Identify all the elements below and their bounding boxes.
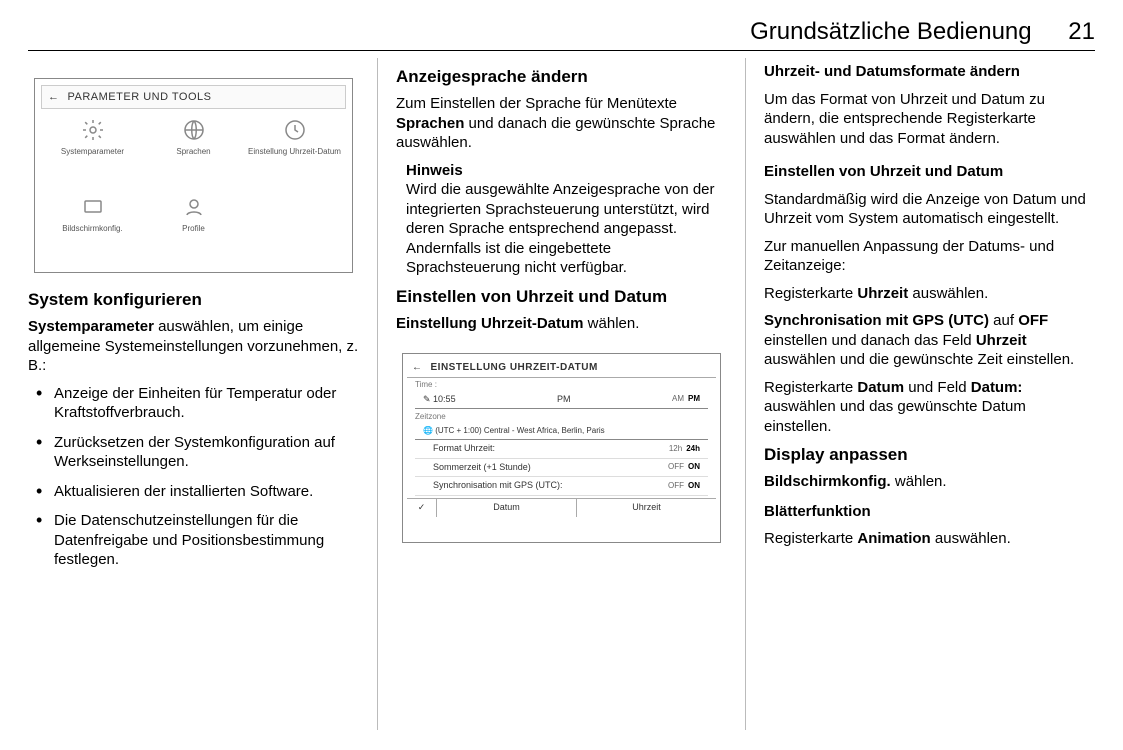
column-separator — [377, 58, 378, 730]
grid-label: Systemparameter — [45, 147, 140, 157]
grid-item-uhrzeit: Einstellung Uhrzeit-Datum — [247, 117, 342, 188]
list-item: Aktualisieren der installierten Software… — [36, 482, 359, 502]
list-item: Anzeige der Einheiten für Temperatur ode… — [36, 384, 359, 423]
note-block: Hinweis Wird die ausgewählte Anzeigespra… — [396, 161, 727, 278]
grid-label: Bildschirmkonfig. — [45, 224, 140, 234]
language-icon — [146, 117, 241, 143]
paragraph: Standardmäßig wird die Anzeige von Datum… — [764, 190, 1095, 229]
column-2: Anzeigesprache ändern Zum Einstellen der… — [396, 58, 727, 730]
display-icon — [45, 194, 140, 220]
grid-label: Einstellung Uhrzeit-Datum — [247, 147, 342, 157]
pencil-icon: ✎ 10:55 — [423, 394, 456, 406]
paragraph: Bildschirmkonfig. wählen. — [764, 472, 1095, 492]
time-section: Time : ✎ 10:55 PM AMPM Zeitzone 🌐 (UTC +… — [407, 378, 716, 496]
screenshot-title: EINSTELLUNG UHRZEIT-DATUM — [431, 361, 598, 374]
profile-icon — [146, 194, 241, 220]
bold-text: Systemparameter — [28, 318, 154, 335]
list-item: Die Datenschutzeinstellungen für die Dat… — [36, 511, 359, 570]
screenshot-grid: Systemparameter Sprachen Einstellung Uhr… — [41, 109, 346, 264]
paragraph: Zur manuellen Anpassung der Datums- und … — [764, 237, 1095, 276]
paragraph: Um das Format von Uhrzeit und Datum zu ä… — [764, 90, 1095, 149]
page-header: Grundsätzliche Bedienung 21 — [750, 18, 1095, 46]
column-separator — [745, 58, 746, 730]
note-text: Wird die ausgewählte Anzeigesprache von … — [406, 181, 715, 276]
paragraph: Synchronisation mit GPS (UTC) auf OFF ei… — [764, 311, 1095, 370]
section-title: Grundsätzliche Bedienung — [750, 18, 1032, 45]
paragraph: Zum Einstellen der Sprache für Menütexte… — [396, 94, 727, 153]
screenshot-parameter-tools: ← PARAMETER UND TOOLS Systemparameter Sp… — [34, 78, 353, 273]
subheading: Uhrzeit- und Datumsformate ändern — [764, 62, 1095, 82]
time-label: Time : — [415, 380, 708, 390]
screenshot-title: PARAMETER UND TOOLS — [68, 90, 212, 104]
bullet-list: Anzeige der Einheiten für Temperatur ode… — [28, 384, 359, 570]
grid-item-sprachen: Sprachen — [146, 117, 241, 188]
grid-item-systemparameter: Systemparameter — [45, 117, 140, 188]
row-format: Format Uhrzeit: 12h24h — [415, 440, 708, 459]
row-sync: Synchronisation mit GPS (UTC): OFFON — [415, 477, 708, 496]
bottom-tabs: ✓ Datum Uhrzeit — [407, 498, 716, 517]
gear-icon — [45, 117, 140, 143]
tab-datum: Datum — [437, 499, 577, 517]
page-number: 21 — [1068, 18, 1095, 45]
column-3: Uhrzeit- und Datumsformate ändern Um das… — [764, 58, 1095, 730]
paragraph: Systemparameter auswählen, um einige all… — [28, 317, 359, 376]
globe-icon: 🌐 (UTC + 1:00) Central - West Africa, Be… — [423, 426, 605, 436]
screenshot-uhrzeit-datum: ← EINSTELLUNG UHRZEIT-DATUM Time : ✎ 10:… — [402, 353, 721, 543]
tz-label: Zeitzone — [415, 412, 708, 422]
paragraph: Registerkarte Animation auswählen. — [764, 529, 1095, 549]
content-columns: ← PARAMETER UND TOOLS Systemparameter Sp… — [28, 58, 1095, 730]
subheading: Blätterfunktion — [764, 502, 1095, 522]
column-1: ← PARAMETER UND TOOLS Systemparameter Sp… — [28, 58, 359, 730]
list-item: Zurücksetzen der Systemkonfiguration auf… — [36, 433, 359, 472]
row-dst: Sommerzeit (+1 Stunde) OFFON — [415, 459, 708, 478]
tab-uhrzeit: Uhrzeit — [577, 499, 716, 517]
heading-display: Display anpassen — [764, 444, 1095, 466]
paragraph: Einstellung Uhrzeit-Datum wählen. — [396, 314, 727, 334]
heading-uhrzeit-datum: Einstellen von Uhrzeit und Datum — [396, 286, 727, 308]
header-rule — [28, 50, 1095, 51]
tab-check: ✓ — [407, 499, 437, 517]
paragraph: Registerkarte Datum und Feld Datum: ausw… — [764, 378, 1095, 437]
grid-label: Profile — [146, 224, 241, 234]
heading-anzeigesprache: Anzeigesprache ändern — [396, 66, 727, 88]
grid-item-bildschirm: Bildschirmkonfig. — [45, 194, 140, 265]
grid-label: Sprachen — [146, 147, 241, 157]
back-arrow-icon: ← — [412, 361, 423, 374]
screenshot-header: ← PARAMETER UND TOOLS — [41, 85, 346, 109]
subheading: Einstellen von Uhrzeit und Datum — [764, 162, 1095, 182]
note-heading: Hinweis — [406, 162, 463, 179]
grid-item-profile: Profile — [146, 194, 241, 265]
ampm-toggle: AMPM — [672, 394, 700, 404]
back-arrow-icon: ← — [48, 90, 60, 104]
screenshot-header: ← EINSTELLUNG UHRZEIT-DATUM — [407, 358, 716, 378]
paragraph: Registerkarte Uhrzeit auswählen. — [764, 284, 1095, 304]
heading-system-konfig: System konfigurieren — [28, 289, 359, 311]
clock-icon — [247, 117, 342, 143]
pm-text: PM — [557, 394, 571, 406]
